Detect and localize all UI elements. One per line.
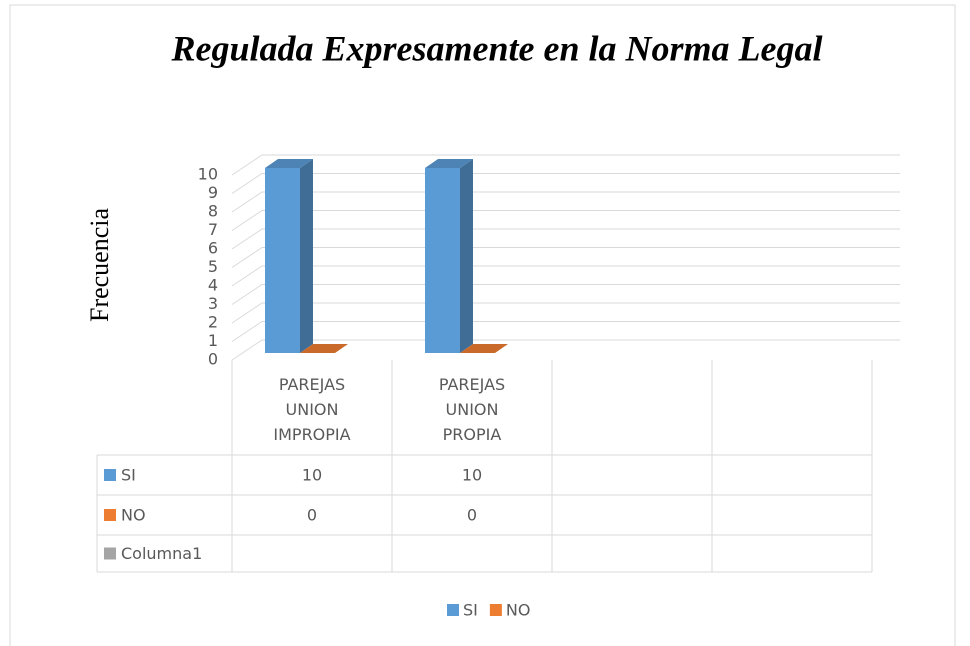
grid-line bbox=[231, 228, 900, 250]
grid-line bbox=[231, 284, 900, 305]
table-cell: 0 bbox=[467, 506, 477, 525]
y-tick-label: 0 bbox=[208, 350, 218, 369]
table-legend-key bbox=[104, 547, 116, 560]
table-legend-key bbox=[104, 469, 116, 481]
legend-label: NO bbox=[506, 601, 531, 620]
bar-face bbox=[265, 168, 300, 353]
y-tick-label: 4 bbox=[208, 276, 218, 295]
grid-line bbox=[231, 154, 900, 176]
grid-line bbox=[231, 339, 900, 361]
y-axis-label: Frecuencia bbox=[85, 208, 114, 323]
bar bbox=[300, 344, 348, 353]
table-cell: 10 bbox=[302, 466, 322, 485]
bar-face bbox=[460, 344, 508, 353]
y-tick-label: 7 bbox=[208, 220, 218, 239]
chart-title: Regulada Expresamente en la Norma Legal bbox=[171, 28, 823, 68]
y-tick-label: 10 bbox=[198, 165, 218, 184]
bar-face bbox=[300, 344, 348, 353]
bar-face bbox=[425, 159, 473, 168]
bar-face bbox=[425, 168, 460, 353]
bar bbox=[460, 344, 508, 353]
y-tick-label: 2 bbox=[208, 313, 218, 332]
legend-key bbox=[489, 604, 502, 616]
bar-face bbox=[265, 159, 313, 168]
grid-line bbox=[231, 265, 900, 287]
grid-line bbox=[231, 247, 900, 268]
bar bbox=[265, 159, 313, 353]
table-row-label: NO bbox=[121, 506, 146, 525]
grid-line bbox=[231, 302, 900, 324]
x-tick-label: PAREJAS UNION IMPROPIA bbox=[273, 375, 351, 444]
y-tick-label: 6 bbox=[208, 239, 218, 258]
grid-line bbox=[231, 173, 900, 194]
table-cell: 0 bbox=[307, 506, 317, 525]
legend-key bbox=[447, 604, 459, 616]
x-tick-label: PAREJAS UNION PROPIA bbox=[438, 375, 506, 444]
bar-face bbox=[300, 159, 313, 353]
table-cell: 10 bbox=[462, 466, 482, 485]
y-tick-label: 3 bbox=[208, 294, 218, 313]
table-row-label: Columna1 bbox=[121, 544, 202, 563]
chart-border bbox=[9, 4, 956, 646]
legend-label: SI bbox=[463, 601, 478, 620]
bar bbox=[425, 159, 473, 353]
y-tick-label: 8 bbox=[208, 202, 218, 221]
y-tick-label: 5 bbox=[208, 257, 218, 276]
table-legend-key bbox=[104, 509, 116, 521]
grid-line bbox=[231, 210, 900, 231]
grid-line bbox=[231, 191, 900, 213]
grid-line bbox=[231, 321, 900, 342]
table-row-label: SI bbox=[121, 466, 136, 485]
bar-face bbox=[460, 159, 473, 353]
y-tick-label: 1 bbox=[208, 331, 218, 350]
y-tick-label: 9 bbox=[208, 183, 218, 202]
